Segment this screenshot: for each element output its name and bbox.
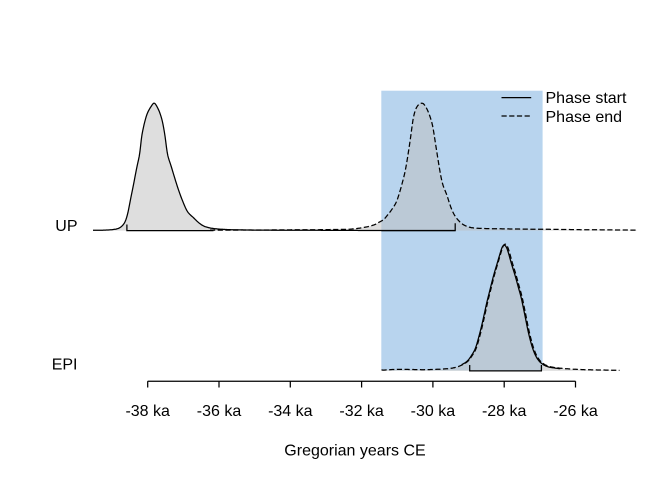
- svg-text:UP: UP: [55, 218, 77, 235]
- svg-text:-34 ka: -34 ka: [268, 403, 313, 420]
- svg-text:-38 ka: -38 ka: [125, 403, 170, 420]
- svg-text:Phase end: Phase end: [546, 109, 623, 126]
- svg-text:EPI: EPI: [52, 357, 78, 374]
- svg-text:-28 ka: -28 ka: [482, 403, 527, 420]
- svg-text:-36 ka: -36 ka: [197, 403, 242, 420]
- svg-text:-32 ka: -32 ka: [339, 403, 384, 420]
- svg-text:Gregorian years CE: Gregorian years CE: [284, 442, 425, 459]
- svg-text:-30 ka: -30 ka: [411, 403, 456, 420]
- svg-text:Phase start: Phase start: [546, 90, 627, 107]
- svg-text:-26 ka: -26 ka: [553, 403, 598, 420]
